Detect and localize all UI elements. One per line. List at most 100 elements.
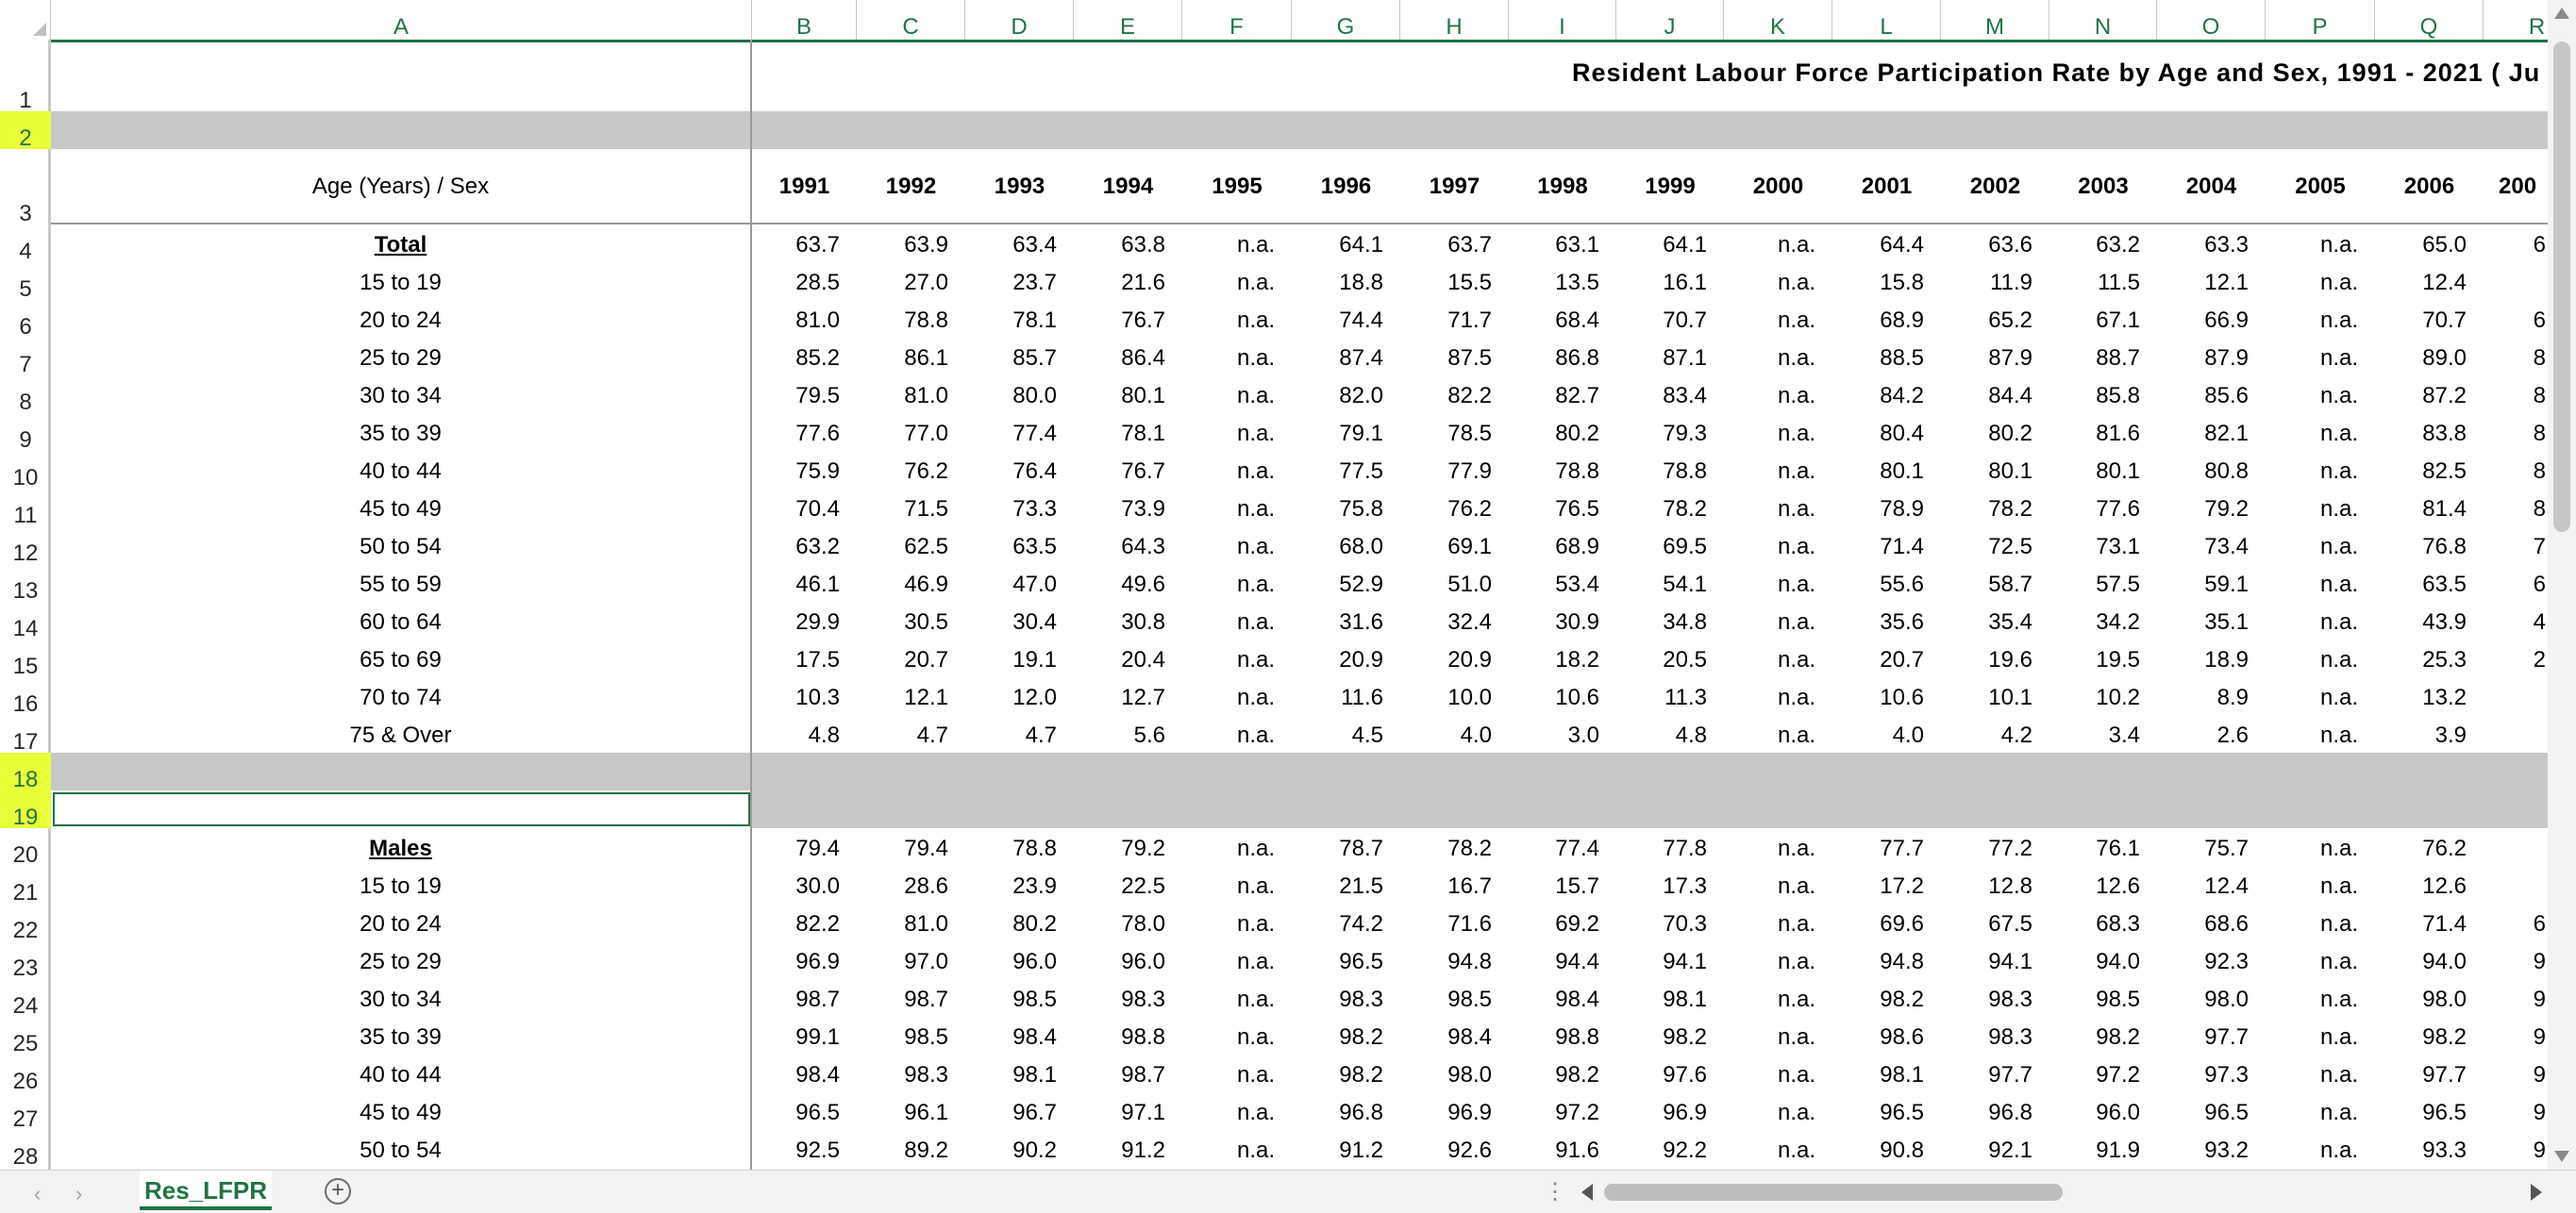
data-cell[interactable]: 78.5 <box>1447 421 1492 446</box>
data-cell[interactable]: 80.2 <box>1555 421 1599 446</box>
data-cell[interactable]: n.a. <box>1236 911 1275 937</box>
data-cell[interactable]: 52.9 <box>1339 572 1383 597</box>
data-cell[interactable]: 84.2 <box>1880 383 1924 408</box>
data-cell[interactable]: 92.3 <box>2204 949 2249 974</box>
data-cell[interactable]: 80.8 <box>2204 458 2249 484</box>
data-cell[interactable]: 96.5 <box>795 1100 840 1125</box>
data-cell[interactable]: 30.0 <box>795 873 840 899</box>
data-cell[interactable]: 80.0 <box>1012 383 1057 408</box>
data-cell[interactable]: 4.7 <box>916 723 948 748</box>
data-cell[interactable]: 46.1 <box>795 572 840 597</box>
data-cell[interactable]: 89.0 <box>2422 345 2467 371</box>
data-cell[interactable]: 43.9 <box>2422 609 2467 635</box>
data-cell[interactable]: 35.1 <box>2204 609 2249 635</box>
data-cell[interactable]: 98.2 <box>2422 1024 2467 1050</box>
data-cell[interactable]: n.a. <box>1777 1062 1815 1088</box>
data-cell[interactable]: 12.0 <box>1012 685 1057 710</box>
data-cell[interactable]: n.a. <box>2319 270 2358 295</box>
data-cell[interactable]: 67.1 <box>2096 307 2140 333</box>
vertical-scroll-thumb[interactable] <box>2553 42 2570 532</box>
data-cell[interactable]: 87.9 <box>1988 345 2032 371</box>
data-cell-partial[interactable]: 8 <box>2533 383 2546 408</box>
data-cell[interactable]: n.a. <box>1236 458 1275 484</box>
data-cell[interactable]: 80.1 <box>1121 383 1165 408</box>
data-cell[interactable]: 63.2 <box>2096 232 2140 258</box>
data-cell[interactable]: 96.7 <box>1012 1100 1057 1125</box>
data-cell[interactable]: 79.4 <box>795 836 840 861</box>
data-cell[interactable]: 71.6 <box>1447 911 1492 937</box>
column-header-c[interactable]: C <box>857 0 965 40</box>
data-cell[interactable]: 28.6 <box>904 873 948 899</box>
data-cell[interactable]: 88.5 <box>1880 345 1924 371</box>
row-header-11[interactable]: 11 <box>13 503 38 528</box>
data-cell[interactable]: 82.1 <box>2204 421 2249 446</box>
data-cell[interactable]: n.a. <box>1236 949 1275 974</box>
data-cell[interactable]: 77.7 <box>1880 836 1924 861</box>
data-cell[interactable]: 78.8 <box>904 307 948 333</box>
data-cell-partial[interactable]: 6 <box>2533 911 2546 937</box>
row-header-27[interactable]: 27 <box>12 1106 39 1132</box>
select-all-corner[interactable] <box>0 0 51 40</box>
row-header-17[interactable]: 17 <box>12 729 39 755</box>
data-cell[interactable]: 98.2 <box>2096 1024 2140 1050</box>
data-cell[interactable]: 98.3 <box>1121 987 1165 1012</box>
data-cell[interactable]: 98.5 <box>1447 987 1492 1012</box>
column-header-g[interactable]: G <box>1292 0 1400 40</box>
data-cell[interactable]: 68.3 <box>2096 911 2140 937</box>
data-cell[interactable]: 81.6 <box>2096 421 2140 446</box>
data-cell[interactable]: 98.2 <box>1880 987 1924 1012</box>
data-cell[interactable]: 57.5 <box>2096 572 2140 597</box>
row-header-6[interactable]: 6 <box>19 314 32 340</box>
data-cell[interactable]: 85.2 <box>795 345 840 371</box>
data-cell[interactable]: 73.9 <box>1121 496 1165 522</box>
data-cell[interactable]: 68.0 <box>1339 534 1383 559</box>
row-header-24[interactable]: 24 <box>12 993 39 1019</box>
data-cell[interactable]: n.a. <box>1777 572 1815 597</box>
data-cell[interactable]: 98.4 <box>1447 1024 1492 1050</box>
scroll-right-icon[interactable] <box>2531 1184 2542 1201</box>
data-cell[interactable]: 12.8 <box>1988 873 2032 899</box>
data-cell[interactable]: n.a. <box>1236 609 1275 635</box>
tab-split-handle-icon[interactable]: ⋮ <box>1544 1179 1566 1205</box>
data-cell[interactable]: n.a. <box>2319 1024 2358 1050</box>
data-cell[interactable]: n.a. <box>1777 232 1815 258</box>
data-cell[interactable]: 98.1 <box>1012 1062 1057 1088</box>
data-cell[interactable]: 18.8 <box>1339 270 1383 295</box>
column-header-a[interactable]: A <box>51 0 752 40</box>
data-cell[interactable]: 78.2 <box>1988 496 2032 522</box>
data-cell[interactable]: 19.1 <box>1012 647 1057 673</box>
data-cell[interactable]: n.a. <box>2319 1138 2358 1163</box>
data-cell[interactable]: n.a. <box>2319 685 2358 710</box>
data-cell-partial[interactable]: 9 <box>2533 1138 2546 1163</box>
data-cell[interactable]: 91.9 <box>2096 1138 2140 1163</box>
data-cell[interactable]: n.a. <box>1777 421 1815 446</box>
data-cell[interactable]: 87.2 <box>2422 383 2467 408</box>
data-cell-partial[interactable]: 6 <box>2533 572 2546 597</box>
data-cell[interactable]: 12.4 <box>2204 873 2249 899</box>
row-header-9[interactable]: 9 <box>19 427 32 453</box>
data-cell-partial[interactable]: 2 <box>2533 647 2546 673</box>
data-cell[interactable]: 97.1 <box>1121 1100 1165 1125</box>
data-cell[interactable]: n.a. <box>1777 647 1815 673</box>
data-cell[interactable]: 12.1 <box>904 685 948 710</box>
data-cell[interactable]: 98.5 <box>2096 987 2140 1012</box>
data-cell[interactable]: 98.2 <box>1339 1024 1383 1050</box>
data-cell[interactable]: 97.3 <box>2204 1062 2249 1088</box>
row-header-15[interactable]: 15 <box>12 654 39 679</box>
data-cell[interactable]: 77.4 <box>1555 836 1599 861</box>
row-header-20[interactable]: 20 <box>12 842 39 868</box>
row-header-5[interactable]: 5 <box>19 276 32 302</box>
data-cell[interactable]: 98.3 <box>1988 987 2032 1012</box>
data-cell[interactable]: 65.0 <box>2422 232 2467 258</box>
data-cell[interactable]: 69.6 <box>1880 911 1924 937</box>
row-header-1[interactable]: 1 <box>19 88 32 113</box>
data-cell[interactable]: 70.7 <box>1663 307 1707 333</box>
data-cell[interactable]: 71.4 <box>1880 534 1924 559</box>
column-header-h[interactable]: H <box>1400 0 1509 40</box>
column-header-k[interactable]: K <box>1724 0 1832 40</box>
scroll-up-icon[interactable] <box>2554 8 2569 19</box>
data-cell[interactable]: 84.4 <box>1988 383 2032 408</box>
row-header-21[interactable]: 21 <box>12 880 39 906</box>
data-cell[interactable]: 80.1 <box>2096 458 2140 484</box>
data-cell[interactable]: n.a. <box>1236 345 1275 371</box>
